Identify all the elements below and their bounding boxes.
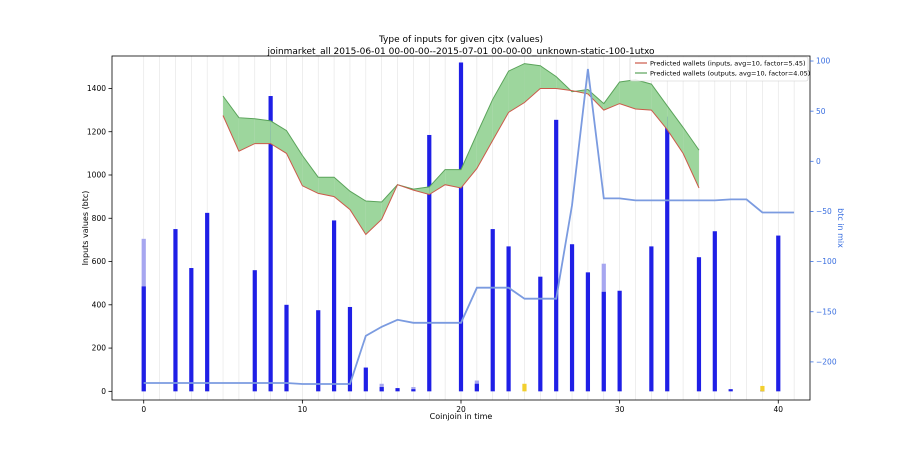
y2-tick-label: −50 bbox=[816, 207, 832, 216]
bar-main bbox=[427, 134, 432, 392]
y-axis-label: Inputs values (btc) bbox=[81, 191, 90, 266]
band-outputs-fill bbox=[318, 177, 335, 197]
bar-main bbox=[284, 304, 289, 392]
y2-axis-label: btc in mix bbox=[836, 208, 845, 248]
bars bbox=[141, 62, 781, 392]
bar-main bbox=[252, 270, 257, 392]
bar-yellow bbox=[522, 383, 527, 392]
x-axis-label: Coinjoin in time bbox=[430, 412, 493, 421]
band-outputs-fill bbox=[476, 99, 493, 169]
band-outputs-fill bbox=[492, 71, 509, 141]
bar-main bbox=[649, 246, 654, 392]
x-axis: 0 10 20 30 40 bbox=[141, 400, 783, 414]
band-outputs-fill bbox=[683, 127, 699, 188]
bar-main bbox=[268, 96, 273, 392]
bar-light bbox=[411, 387, 416, 392]
y-tick-label: 1400 bbox=[87, 84, 106, 93]
bar-main bbox=[205, 212, 210, 392]
inputs-wallets-line bbox=[222, 88, 700, 236]
x-tick-label: 10 bbox=[298, 405, 308, 414]
band-outputs-fill bbox=[429, 169, 446, 195]
band-outputs-fill bbox=[302, 155, 319, 194]
legend-box bbox=[629, 56, 809, 82]
bar-main bbox=[490, 229, 495, 392]
y2-tick-label: −100 bbox=[816, 257, 837, 266]
bar-main bbox=[363, 367, 368, 392]
y-tick-label: 1200 bbox=[87, 127, 106, 136]
bar-main bbox=[141, 286, 146, 392]
bar-main bbox=[728, 389, 733, 392]
gridlines bbox=[143, 56, 795, 400]
bar-main bbox=[347, 306, 353, 392]
bar-main bbox=[554, 119, 559, 392]
legend: Predicted wallets (inputs, avg=10, facto… bbox=[629, 56, 810, 82]
band-outputs-fill bbox=[651, 84, 668, 130]
y2-tick-label: −200 bbox=[816, 357, 837, 366]
x-tick-label: 40 bbox=[773, 405, 783, 414]
bar-main bbox=[617, 290, 622, 392]
btc-in-mix-line bbox=[143, 68, 795, 385]
bar-main bbox=[474, 383, 479, 392]
band-outputs-fill bbox=[270, 120, 287, 154]
band-outputs-fill bbox=[254, 118, 271, 144]
band-outputs-fill bbox=[334, 177, 350, 210]
band-outputs-fill bbox=[223, 96, 239, 152]
outputs-wallets-line bbox=[222, 63, 700, 203]
bar-main bbox=[585, 272, 591, 392]
bar-main bbox=[538, 276, 543, 392]
y-tick-label: 800 bbox=[92, 214, 107, 223]
x-tick-label: 20 bbox=[456, 405, 466, 414]
btc-in-mix-series bbox=[143, 68, 795, 385]
y2-tick-label: 0 bbox=[816, 157, 821, 166]
legend-label-outputs: Predicted wallets (outputs, avg=10, fact… bbox=[650, 70, 810, 78]
y2-tick-label: 100 bbox=[816, 57, 831, 66]
bar-main bbox=[601, 291, 606, 392]
band-outputs-fill bbox=[461, 133, 477, 188]
chart-subtitle: joinmarket_all 2015-06-01 00-00-00--2015… bbox=[266, 47, 655, 57]
bar-main bbox=[506, 246, 511, 392]
band-outputs-fill bbox=[286, 130, 303, 186]
bar-main bbox=[411, 389, 416, 392]
y-tick-label: 600 bbox=[92, 257, 107, 266]
y2-axis: 100 50 0 −50 −100 −150 −200 bbox=[810, 57, 837, 366]
bar-main bbox=[696, 257, 702, 392]
bar-main bbox=[379, 387, 384, 392]
y-tick-label: 0 bbox=[101, 387, 106, 396]
band-outputs-fill bbox=[238, 117, 255, 152]
bar-main bbox=[665, 116, 670, 392]
band-outputs-fill bbox=[445, 169, 461, 188]
y2-tick-label: −150 bbox=[816, 307, 837, 316]
bar-yellow bbox=[760, 385, 765, 392]
legend-label-inputs: Predicted wallets (inputs, avg=10, facto… bbox=[650, 60, 806, 68]
bar-main bbox=[712, 231, 717, 392]
band-outputs-fill bbox=[349, 191, 366, 235]
y-axis: 0 200 400 600 800 1000 1200 1400 bbox=[87, 84, 112, 396]
band-outputs-fill bbox=[667, 105, 684, 154]
band-outputs-fill bbox=[540, 65, 557, 89]
band-outputs-fill bbox=[524, 63, 541, 103]
bar-main bbox=[173, 229, 178, 392]
y-tick-label: 200 bbox=[92, 344, 107, 353]
x-tick-label: 0 bbox=[141, 405, 146, 414]
bar-main bbox=[458, 62, 464, 392]
x-tick-label: 30 bbox=[615, 405, 625, 414]
band-outputs-fill bbox=[508, 63, 525, 113]
y-tick-label: 400 bbox=[92, 300, 107, 309]
bar-main bbox=[331, 220, 337, 392]
band-outputs-fill bbox=[619, 79, 636, 110]
chart-title: Type of inputs for given cjtx (values) bbox=[378, 35, 543, 45]
band-outputs-fill bbox=[365, 200, 382, 235]
bar-main bbox=[316, 310, 321, 392]
y-tick-label: 1000 bbox=[87, 171, 106, 180]
band-outputs-fill bbox=[635, 79, 652, 111]
bar-main bbox=[189, 268, 194, 392]
bar-main bbox=[569, 244, 575, 392]
bar-main bbox=[395, 388, 400, 392]
band-outputs-fill bbox=[603, 81, 620, 111]
y2-tick-label: 50 bbox=[816, 107, 826, 116]
bar-main bbox=[776, 235, 781, 392]
